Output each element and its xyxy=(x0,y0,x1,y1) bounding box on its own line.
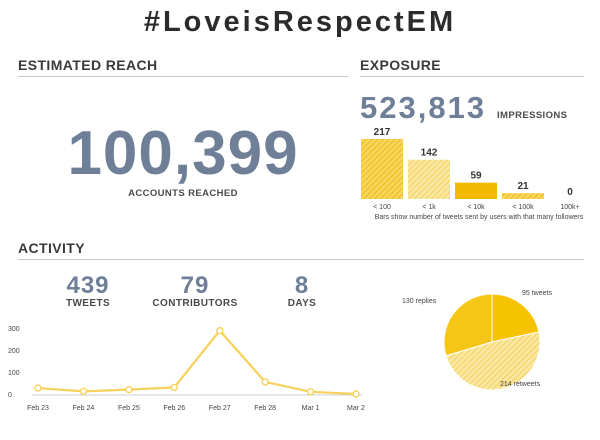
y-tick-label-3: 300 xyxy=(8,326,20,333)
bar-category-label-3: < 100k xyxy=(512,204,534,211)
x-tick-label-6: Mar 1 xyxy=(302,405,320,412)
x-tick-label-1: Feb 24 xyxy=(73,405,95,412)
bar-chart-note: Bars show number of tweets sent by users… xyxy=(375,214,584,221)
x-tick-label-5: Feb 28 xyxy=(254,405,276,412)
activity-divider xyxy=(18,259,584,260)
activity-point-5 xyxy=(261,378,269,386)
pie-slice-label-0: 95 tweets xyxy=(522,290,552,297)
x-tick-label-2: Feb 25 xyxy=(118,405,140,412)
bar-1 xyxy=(408,159,450,199)
activity-point-7 xyxy=(352,390,360,398)
y-tick-label-2: 200 xyxy=(8,348,20,355)
y-tick-label-1: 100 xyxy=(8,370,20,377)
bar-category-label-2: < 10k xyxy=(467,204,485,211)
impressions-label: IMPRESSIONS xyxy=(497,110,568,121)
pie-slice-1 xyxy=(445,331,541,391)
pie-slice-label-1: 214 retweets xyxy=(500,381,541,388)
y-tick-label-0: 0 xyxy=(8,392,12,399)
bar-value-label-1: 142 xyxy=(421,148,438,159)
followers-bar-chart: 217 < 100 142 < 1k 59 < 10k 21 < 100k 0 100k+ Bar… xyxy=(361,127,584,221)
activity-point-3 xyxy=(170,383,178,392)
bar-category-label-1: < 1k xyxy=(422,204,436,211)
estimated-reach-heading: ESTIMATED REACH xyxy=(18,57,158,73)
pie-slice-0 xyxy=(491,293,540,343)
days-count: 8 xyxy=(294,272,310,299)
activity-point-1 xyxy=(79,387,88,396)
bar-2 xyxy=(455,182,497,199)
contributors-count: 79 xyxy=(180,272,210,299)
activity-point-0 xyxy=(34,384,42,392)
activity-line xyxy=(37,328,357,396)
exposure-divider xyxy=(360,76,584,77)
x-tick-label-3: Feb 26 xyxy=(163,405,185,412)
tweets-label: TWEETS xyxy=(65,298,111,309)
bar-value-label-3: 21 xyxy=(517,181,529,192)
activity-point-4 xyxy=(216,326,224,335)
activity-point-2 xyxy=(125,385,133,394)
x-tick-label-4: Feb 27 xyxy=(209,405,231,412)
activity-point-6 xyxy=(306,388,315,396)
bar-category-label-0: < 100 xyxy=(373,204,391,211)
reach-divider xyxy=(18,76,348,77)
bar-value-label-2: 59 xyxy=(470,171,482,182)
bar-0 xyxy=(361,139,403,199)
impressions-value: 523,813 xyxy=(360,90,487,125)
activity-heading: ACTIVITY xyxy=(18,240,85,256)
exposure-heading: EXPOSURE xyxy=(360,57,441,73)
x-tick-label-7: Mar 2 xyxy=(347,405,365,412)
daily-activity-line-chart: 0 100 200 300 Feb 23 Feb 24 Feb 25 Feb 26 Feb 27… xyxy=(8,326,365,412)
bar-value-label-0: 217 xyxy=(374,127,391,138)
bar-3 xyxy=(502,193,544,199)
x-tick-label-0: Feb 23 xyxy=(27,405,49,412)
accounts-reached-caption: ACCOUNTS REACHED xyxy=(128,188,238,199)
days-label: DAYS xyxy=(287,298,317,309)
accounts-reached-value: 100,399 xyxy=(67,119,299,188)
tweets-count: 439 xyxy=(66,272,110,299)
bar-category-label-4: 100k+ xyxy=(560,204,579,211)
bar-value-label-4: 0 xyxy=(567,187,573,198)
hashtag-title: #LoveisRespectEM xyxy=(143,6,457,38)
pie-slice-2 xyxy=(443,293,493,357)
tweet-type-pie-chart: 95 tweets 214 retweets 130 replies xyxy=(402,290,552,391)
contributors-label: CONTRIBUTORS xyxy=(152,298,238,309)
pie-slice-label-2: 130 replies xyxy=(402,298,437,305)
